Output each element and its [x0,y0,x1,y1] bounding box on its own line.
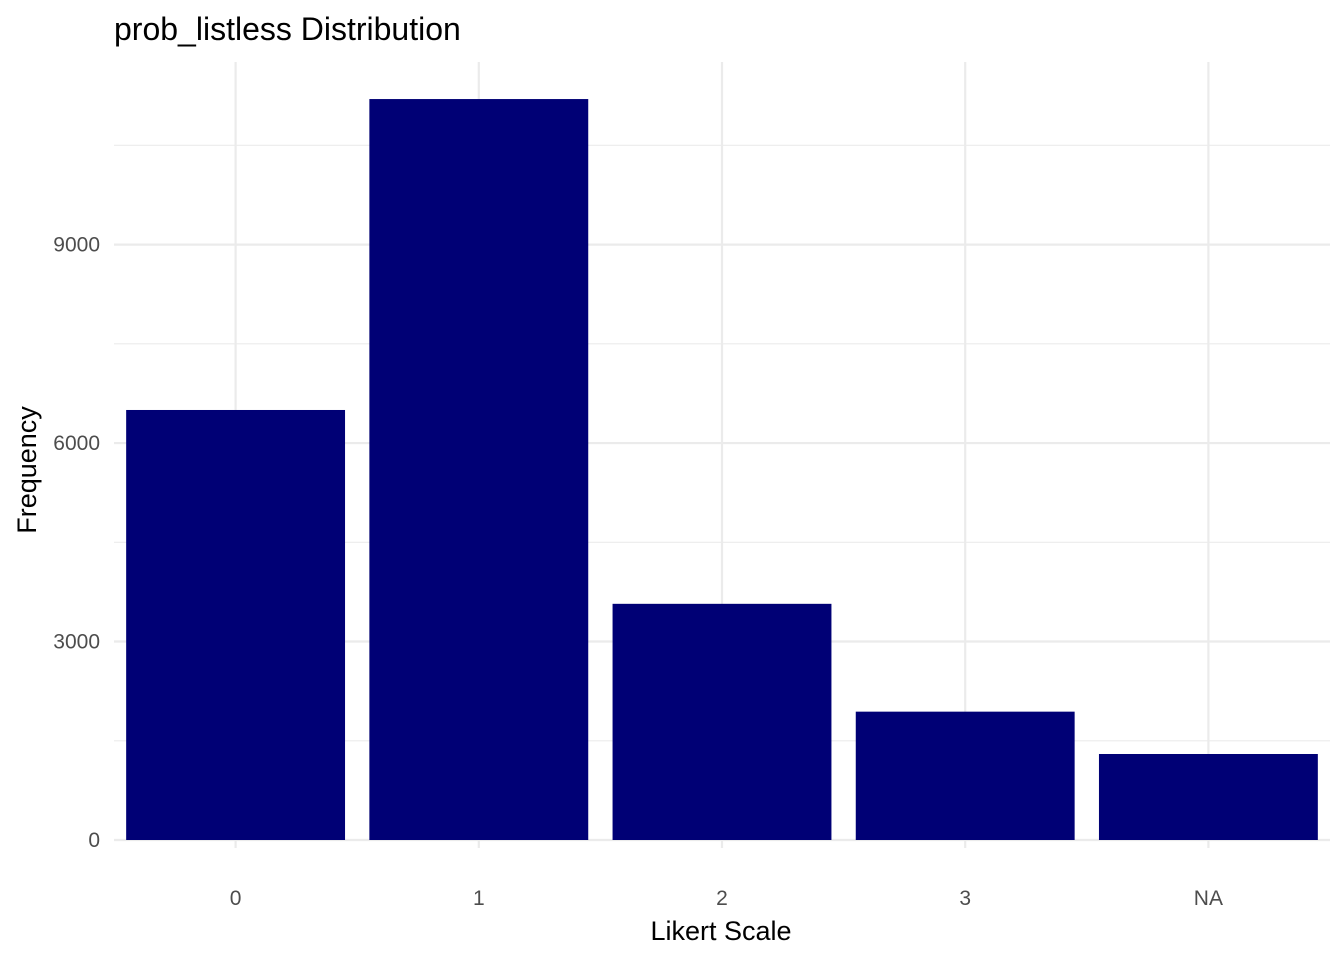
bar-1 [369,99,589,841]
bar-3 [855,711,1075,840]
chart-title: prob_listless Distribution [114,11,461,47]
y-tick-label: 6000 [53,432,100,455]
x-axis-title: Likert Scale [650,916,791,946]
x-tick-label: 2 [716,887,728,910]
y-tick-label: 9000 [53,234,100,257]
bar-2 [612,603,832,840]
y-axis-ticks: 0 3000 6000 9000 [53,234,100,852]
x-tick-label: NA [1194,887,1223,910]
x-tick-label: 3 [959,887,971,910]
x-tick-label: 1 [473,887,485,910]
bar-0 [126,409,346,840]
bar-na [1098,753,1318,840]
bars [126,99,1318,841]
y-tick-label: 3000 [53,631,100,654]
x-axis-ticks: 0 1 2 3 NA [230,887,1223,910]
y-tick-label: 0 [88,829,100,852]
y-axis-title: Frequency [12,406,42,534]
x-tick-label: 0 [230,887,242,910]
